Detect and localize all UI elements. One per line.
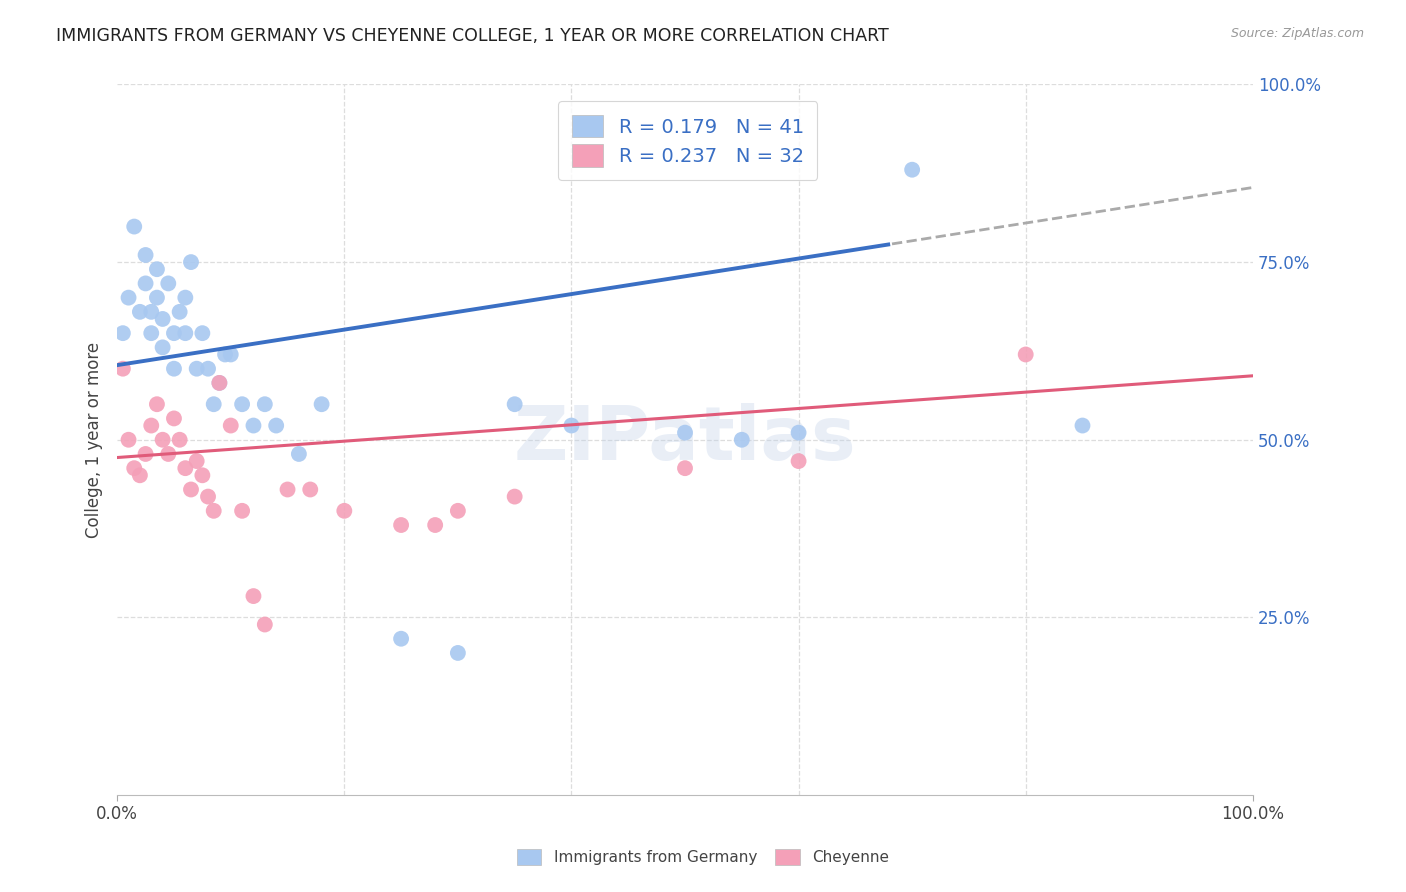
Point xyxy=(208,376,231,390)
Point xyxy=(180,483,202,497)
Point xyxy=(560,418,582,433)
Point xyxy=(146,262,169,277)
Point xyxy=(202,504,225,518)
Point xyxy=(174,291,197,305)
Point xyxy=(122,219,145,234)
Point xyxy=(197,361,219,376)
Point xyxy=(389,518,412,533)
Text: IMMIGRANTS FROM GERMANY VS CHEYENNE COLLEGE, 1 YEAR OR MORE CORRELATION CHART: IMMIGRANTS FROM GERMANY VS CHEYENNE COLL… xyxy=(56,27,889,45)
Point xyxy=(169,305,191,319)
Point xyxy=(191,468,214,483)
Point xyxy=(214,347,236,361)
Point xyxy=(174,326,197,340)
Point xyxy=(129,305,152,319)
Legend: R = 0.179   N = 41, R = 0.237   N = 32: R = 0.179 N = 41, R = 0.237 N = 32 xyxy=(558,102,817,180)
Legend: Immigrants from Germany, Cheyenne: Immigrants from Germany, Cheyenne xyxy=(510,843,896,871)
Text: Source: ZipAtlas.com: Source: ZipAtlas.com xyxy=(1230,27,1364,40)
Point xyxy=(186,454,208,468)
Point xyxy=(673,461,696,475)
Point xyxy=(425,518,447,533)
Point xyxy=(174,461,197,475)
Point xyxy=(1015,347,1038,361)
Point xyxy=(135,447,157,461)
Point xyxy=(129,468,152,483)
Point xyxy=(197,490,219,504)
Point xyxy=(787,425,810,440)
Text: ZIPatlas: ZIPatlas xyxy=(513,403,856,476)
Point xyxy=(163,361,186,376)
Point xyxy=(219,418,242,433)
Point xyxy=(111,361,134,376)
Point xyxy=(180,255,202,269)
Point xyxy=(152,433,174,447)
Point xyxy=(731,433,754,447)
Point xyxy=(202,397,225,411)
Point xyxy=(333,504,356,518)
Point xyxy=(787,454,810,468)
Point xyxy=(264,418,287,433)
Point xyxy=(141,326,163,340)
Point xyxy=(152,340,174,354)
Point xyxy=(242,418,264,433)
Point xyxy=(117,291,139,305)
Point xyxy=(389,632,412,646)
Point xyxy=(231,397,253,411)
Point xyxy=(141,418,163,433)
Point xyxy=(219,347,242,361)
Point xyxy=(208,376,231,390)
Point xyxy=(157,447,180,461)
Point xyxy=(447,504,470,518)
Point xyxy=(169,433,191,447)
Point xyxy=(186,361,208,376)
Point xyxy=(152,312,174,326)
Point xyxy=(1071,418,1094,433)
Point xyxy=(447,646,470,660)
Point xyxy=(288,447,311,461)
Point xyxy=(277,483,299,497)
Point xyxy=(673,425,696,440)
Point xyxy=(253,397,276,411)
Point xyxy=(141,305,163,319)
Point xyxy=(157,277,180,291)
Point xyxy=(122,461,145,475)
Point xyxy=(117,433,139,447)
Point xyxy=(135,277,157,291)
Y-axis label: College, 1 year or more: College, 1 year or more xyxy=(86,342,103,538)
Point xyxy=(191,326,214,340)
Point xyxy=(242,589,264,603)
Point xyxy=(901,162,924,177)
Point xyxy=(163,411,186,425)
Point xyxy=(146,397,169,411)
Point xyxy=(135,248,157,262)
Point xyxy=(231,504,253,518)
Point xyxy=(299,483,322,497)
Point xyxy=(163,326,186,340)
Point xyxy=(503,397,526,411)
Point xyxy=(503,490,526,504)
Point xyxy=(111,326,134,340)
Point xyxy=(146,291,169,305)
Point xyxy=(253,617,276,632)
Point xyxy=(311,397,333,411)
